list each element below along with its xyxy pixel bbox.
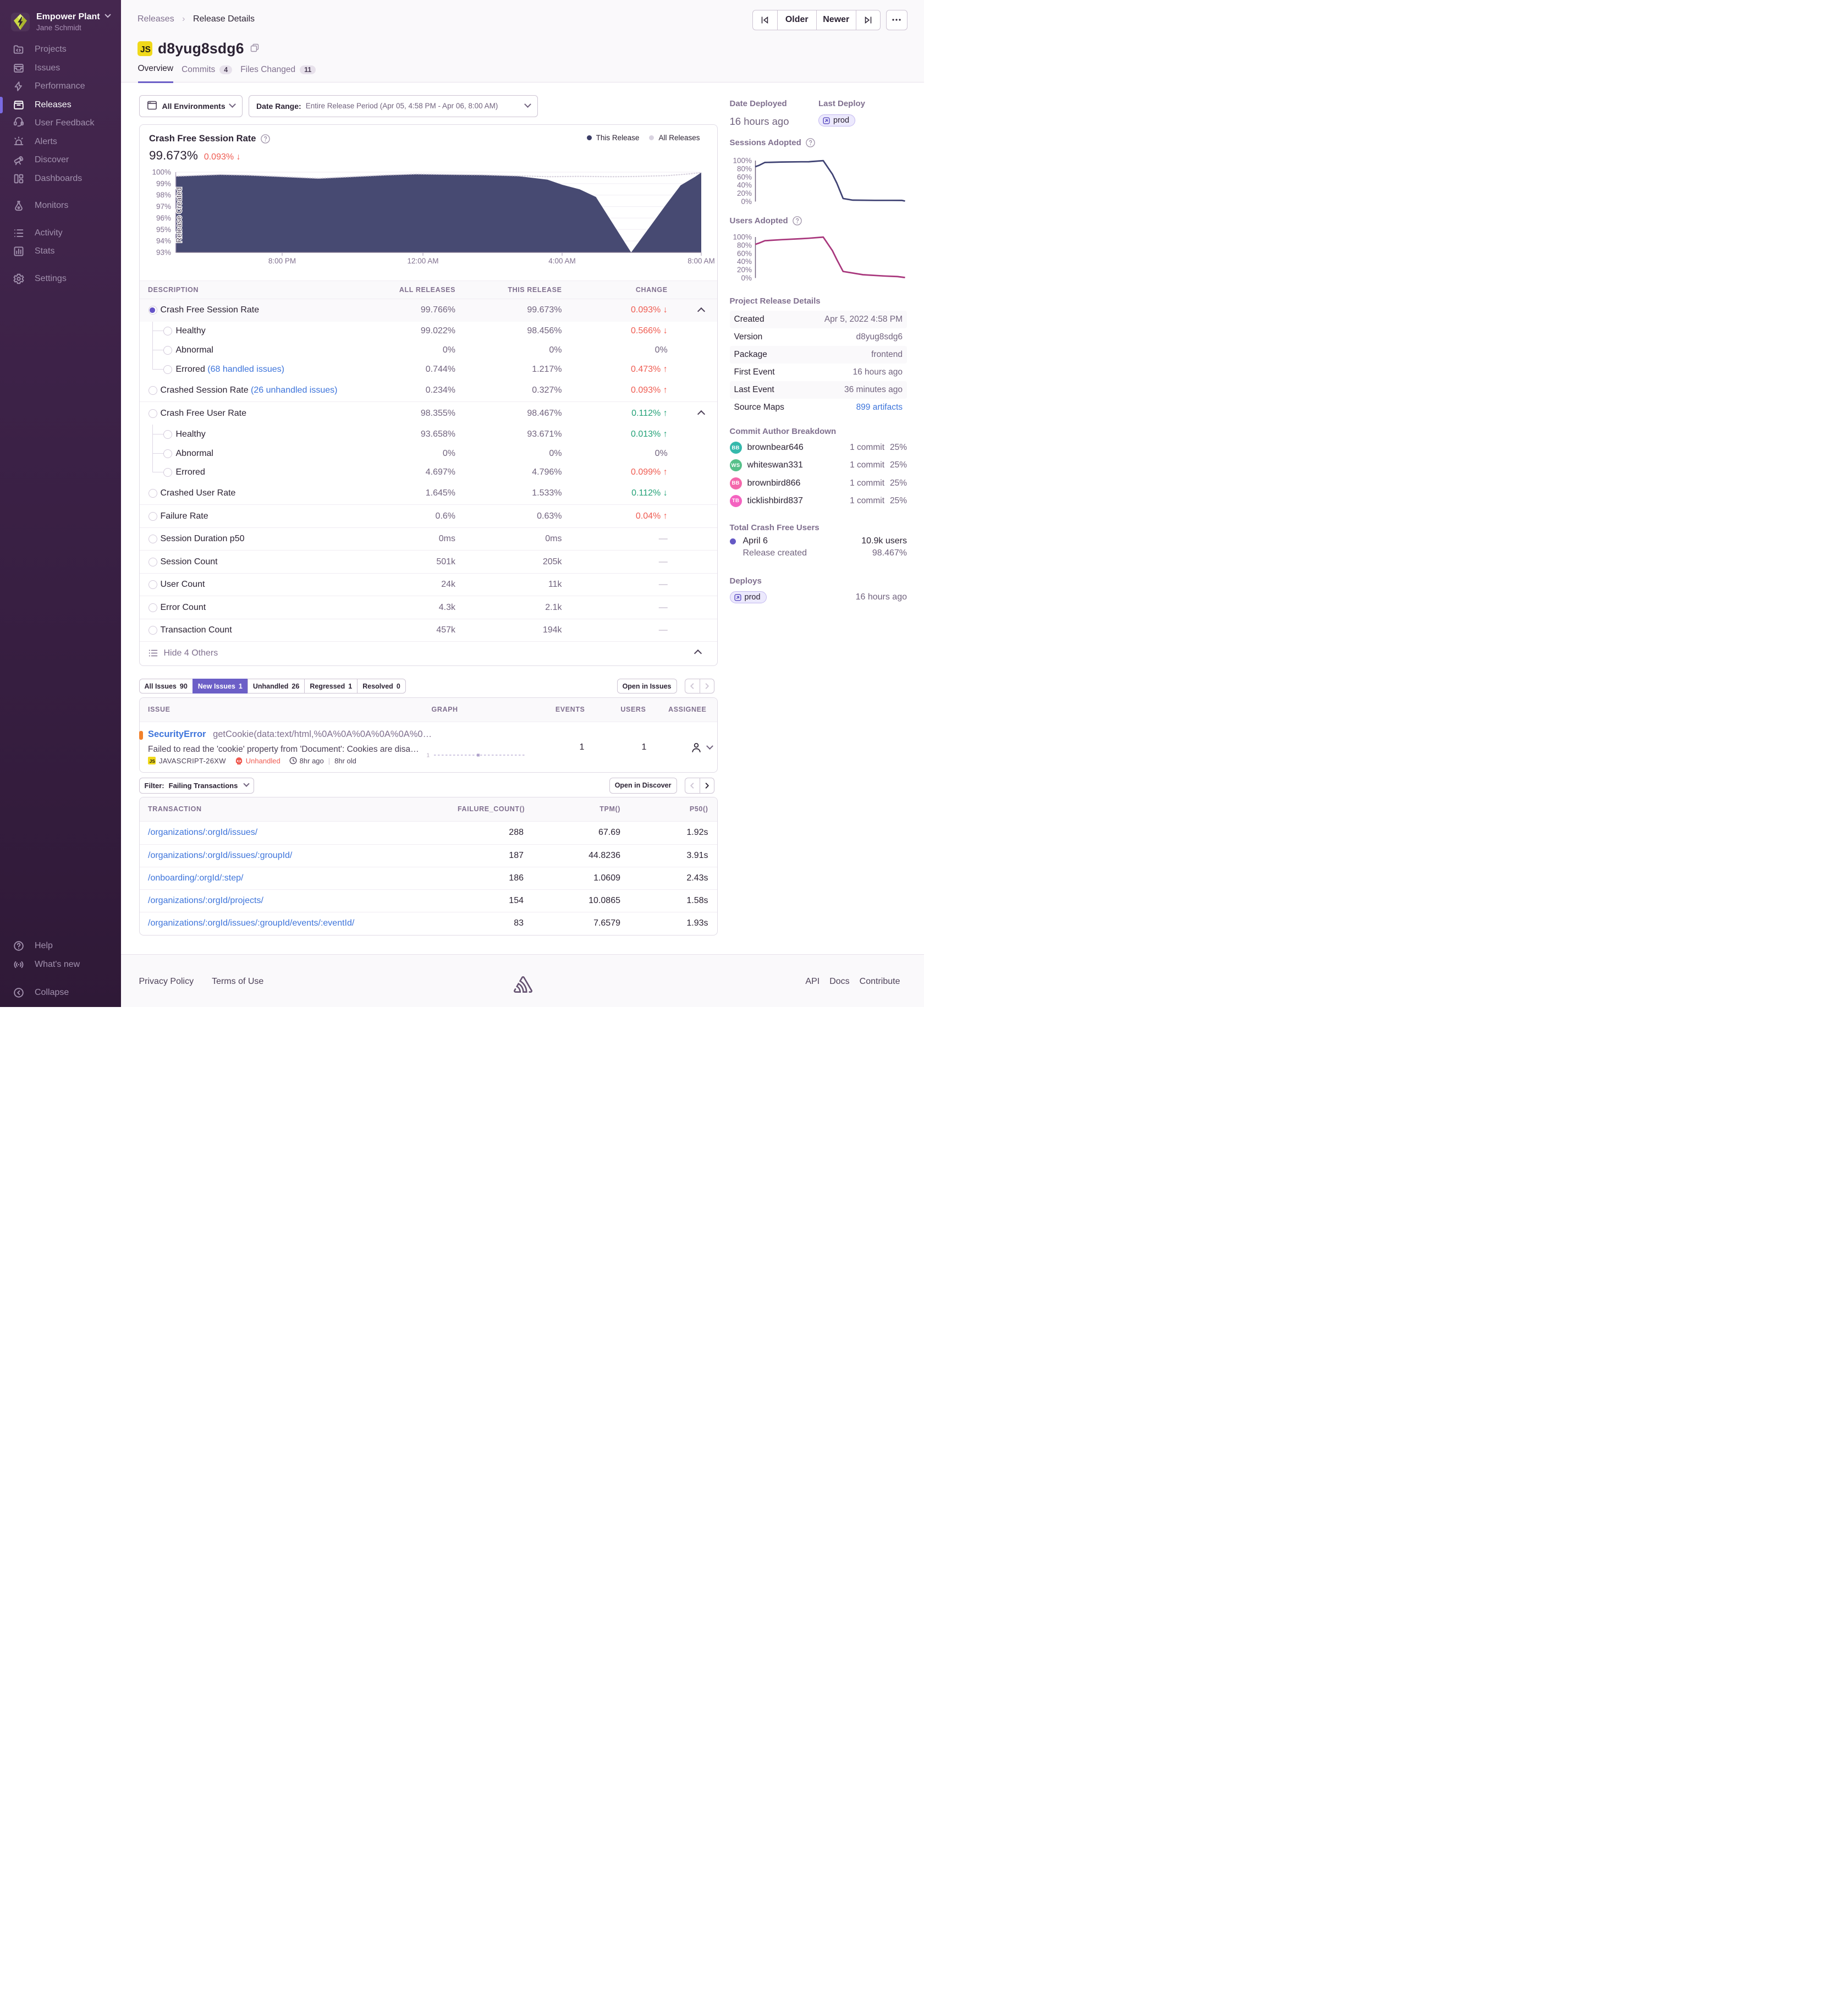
svg-text:12:00 AM: 12:00 AM <box>407 257 438 265</box>
svg-text:100%: 100% <box>152 168 171 177</box>
svg-text:40%: 40% <box>736 257 751 266</box>
svg-text:0%: 0% <box>741 197 752 206</box>
svg-text:60%: 60% <box>736 249 751 257</box>
svg-text:99%: 99% <box>156 179 170 188</box>
svg-text:0%: 0% <box>741 274 752 282</box>
svg-text:60%: 60% <box>736 173 751 181</box>
svg-text:80%: 80% <box>736 164 751 173</box>
svg-text:93%: 93% <box>156 249 170 257</box>
svg-text:95%: 95% <box>156 225 170 234</box>
svg-text:8:00 PM: 8:00 PM <box>268 257 295 265</box>
svg-text:Release Created: Release Created <box>175 187 183 243</box>
svg-text:94%: 94% <box>156 237 170 245</box>
svg-text:96%: 96% <box>156 214 170 222</box>
svg-text:98%: 98% <box>156 191 170 199</box>
svg-text:1: 1 <box>426 753 430 759</box>
svg-text:100%: 100% <box>733 234 752 241</box>
svg-text:20%: 20% <box>736 189 751 197</box>
svg-text:97%: 97% <box>156 202 170 211</box>
svg-text:8:00 AM: 8:00 AM <box>688 257 715 265</box>
svg-text:40%: 40% <box>736 181 751 189</box>
svg-text:20%: 20% <box>736 266 751 274</box>
svg-text:100%: 100% <box>733 157 752 165</box>
svg-text:4:00 AM: 4:00 AM <box>548 257 576 265</box>
svg-text:80%: 80% <box>736 241 751 249</box>
